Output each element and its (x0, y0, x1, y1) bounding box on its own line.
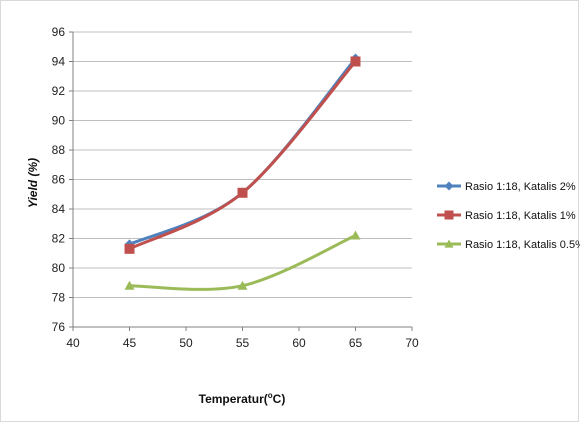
x-tick-label: 40 (66, 336, 80, 350)
series-1 (124, 56, 361, 254)
legend-label-2: Rasio 1:18, Katalis 0.5% (465, 239, 580, 251)
data-point-2-0 (124, 280, 135, 290)
legend-item-1: Rasio 1:18, Katalis 1% (437, 210, 576, 222)
series-line-1 (128, 60, 357, 251)
x-axis-title: Temperatur(oC) (199, 391, 286, 406)
legend: Rasio 1:18, Katalis 2% Rasio 1:18, Katali… (437, 181, 580, 251)
legend-label-1: Rasio 1:18, Katalis 1% (465, 210, 576, 222)
legend-marker-1 (444, 210, 454, 220)
y-tick-label: 86 (52, 173, 66, 187)
series-2 (124, 230, 361, 291)
legend-label-0: Rasio 1:18, Katalis 2% (465, 181, 576, 193)
series-line-0 (128, 57, 357, 246)
y-tick-label: 78 (52, 291, 66, 305)
y-tick-label: 76 (52, 320, 66, 334)
y-tick-label: 92 (52, 84, 66, 98)
x-tick-label: 50 (179, 336, 193, 350)
legend-marker-0 (444, 181, 454, 191)
y-axis-title: Yield (%) (26, 158, 40, 208)
data-point-2-1 (237, 280, 248, 290)
data-point-1-0 (124, 243, 135, 254)
x-tick-label: 45 (123, 336, 137, 350)
y-tick-label: 96 (52, 25, 66, 39)
x-axis-unit-sup: o (268, 391, 273, 400)
data-point-2-2 (350, 230, 361, 240)
x-tick-label: 55 (236, 336, 250, 350)
y-tick-label: 94 (52, 55, 66, 69)
x-axis-unit-open: ( (264, 392, 268, 406)
data-series (124, 53, 361, 291)
series-0 (124, 53, 361, 250)
x-axis-title-text: Temperatur (199, 392, 264, 406)
legend-marker-2 (444, 239, 454, 248)
x-tick-label: 65 (349, 336, 363, 350)
data-point-1-1 (237, 187, 248, 198)
x-axis-unit-close: C) (273, 392, 286, 406)
x-tick-label: 60 (292, 336, 306, 350)
y-tick-label: 88 (52, 143, 66, 157)
y-tick-label: 84 (52, 202, 66, 216)
data-point-1-2 (350, 56, 361, 67)
y-tick-label: 90 (52, 114, 66, 128)
axes (69, 31, 413, 331)
x-tick-labels: 40 45 50 55 60 65 70 (66, 336, 419, 350)
y-tick-labels: 76 78 80 82 84 86 88 90 92 94 96 (52, 25, 66, 334)
y-tick-label: 80 (52, 261, 66, 275)
legend-item-0: Rasio 1:18, Katalis 2% (437, 181, 576, 193)
x-tick-label: 70 (405, 336, 419, 350)
y-tick-label: 82 (52, 232, 66, 246)
legend-item-2: Rasio 1:18, Katalis 0.5% (437, 239, 580, 251)
